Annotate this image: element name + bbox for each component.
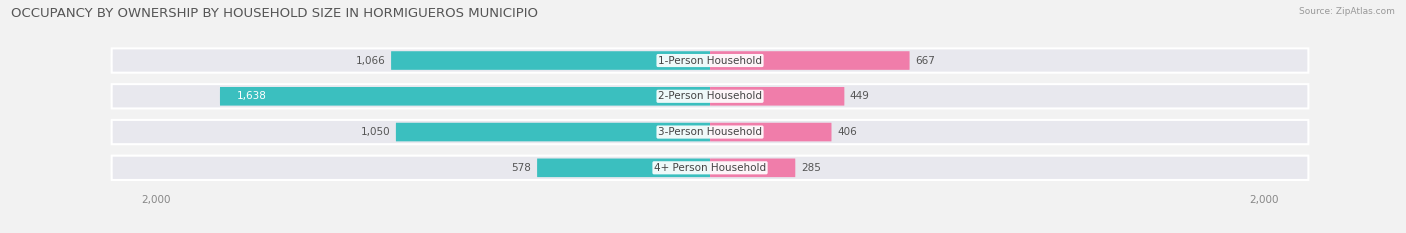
- Text: 578: 578: [512, 163, 531, 173]
- Text: 406: 406: [837, 127, 856, 137]
- Text: 1,638: 1,638: [236, 91, 267, 101]
- FancyBboxPatch shape: [219, 87, 710, 106]
- FancyBboxPatch shape: [111, 120, 1309, 144]
- Text: 4+ Person Household: 4+ Person Household: [654, 163, 766, 173]
- FancyBboxPatch shape: [391, 51, 710, 70]
- FancyBboxPatch shape: [710, 158, 796, 177]
- Text: 667: 667: [915, 55, 935, 65]
- Text: 1,050: 1,050: [361, 127, 391, 137]
- FancyBboxPatch shape: [111, 84, 1309, 108]
- FancyBboxPatch shape: [537, 158, 710, 177]
- Text: Source: ZipAtlas.com: Source: ZipAtlas.com: [1299, 7, 1395, 16]
- Text: 1-Person Household: 1-Person Household: [658, 55, 762, 65]
- FancyBboxPatch shape: [111, 48, 1309, 73]
- Text: 1,066: 1,066: [356, 55, 385, 65]
- Text: 449: 449: [849, 91, 870, 101]
- FancyBboxPatch shape: [710, 51, 910, 70]
- FancyBboxPatch shape: [710, 123, 831, 141]
- FancyBboxPatch shape: [111, 156, 1309, 180]
- FancyBboxPatch shape: [396, 123, 710, 141]
- FancyBboxPatch shape: [710, 87, 845, 106]
- Text: OCCUPANCY BY OWNERSHIP BY HOUSEHOLD SIZE IN HORMIGUEROS MUNICIPIO: OCCUPANCY BY OWNERSHIP BY HOUSEHOLD SIZE…: [11, 7, 538, 20]
- Text: 2-Person Household: 2-Person Household: [658, 91, 762, 101]
- Text: 3-Person Household: 3-Person Household: [658, 127, 762, 137]
- Text: 285: 285: [801, 163, 821, 173]
